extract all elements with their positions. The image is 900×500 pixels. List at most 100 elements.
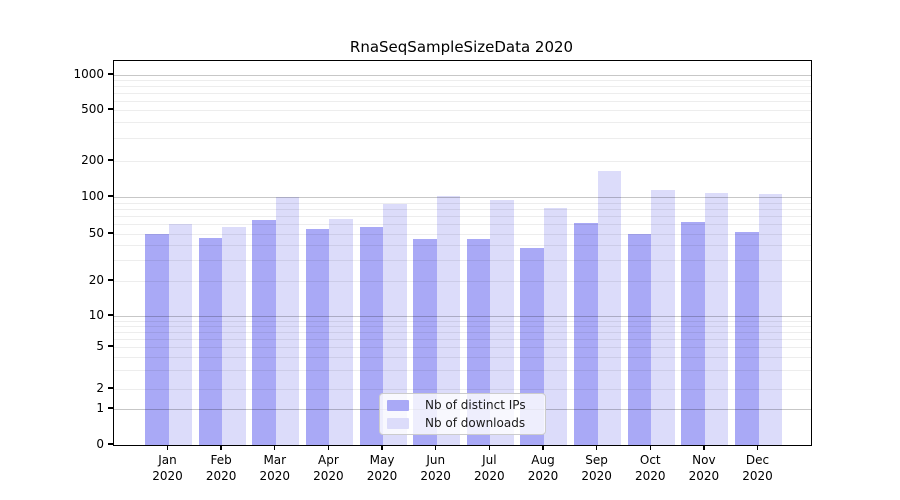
x-axis-tick-mark <box>703 445 705 450</box>
x-axis-month-name: Apr <box>318 453 339 467</box>
x-axis-year: 2020 <box>527 469 559 483</box>
x-axis-tick-mark <box>274 445 276 450</box>
y-axis-tick-label: 10 <box>88 308 104 322</box>
x-axis-month-name: Sep <box>585 453 608 467</box>
x-axis-tick-mark <box>435 445 437 450</box>
x-axis-month-label: Nov 2020 <box>674 452 734 484</box>
x-axis-month-label: Sep 2020 <box>567 452 627 484</box>
y-axis-tick-label: 20 <box>88 273 104 287</box>
y-axis-tick-mark <box>108 108 113 110</box>
legend-item-downloads: Nb of downloads <box>387 416 545 430</box>
legend-swatch-distinct-ips-icon <box>387 399 409 411</box>
x-axis-year: 2020 <box>581 469 612 483</box>
x-axis-tick-mark <box>381 445 383 450</box>
y-axis-tick-mark <box>108 387 113 389</box>
y-axis-tick-label: 200 <box>81 153 104 167</box>
y-axis-tick-mark <box>108 443 113 445</box>
x-axis-year: 2020 <box>259 469 291 483</box>
bar-downloads-sep <box>597 171 622 445</box>
x-axis-tick-mark <box>220 445 222 450</box>
x-axis-tick-mark <box>649 445 651 450</box>
x-axis-month-label: Aug 2020 <box>513 452 573 484</box>
x-axis-month-name: Jul <box>482 453 497 467</box>
minor-gridline <box>114 93 811 94</box>
bar-distinct-ips-mar <box>252 220 276 445</box>
bar-distinct-ips-feb <box>198 238 223 445</box>
x-axis-month-label: Jan 2020 <box>138 452 198 484</box>
bar-downloads-jun <box>436 196 461 445</box>
x-axis-month-name: Dec <box>745 453 770 467</box>
bar-distinct-ips-nov <box>681 221 705 445</box>
x-axis-month-name: Jun <box>426 453 446 467</box>
minor-gridline <box>114 138 811 140</box>
x-axis-year: 2020 <box>474 469 505 483</box>
x-axis-month-name: May <box>369 453 395 467</box>
bar-distinct-ips-may <box>359 227 384 445</box>
y-axis-tick-label: 1 <box>96 401 104 415</box>
x-axis-year: 2020 <box>634 469 666 483</box>
x-axis-month-name: Mar <box>263 453 287 467</box>
x-axis-month-name: Feb <box>210 453 232 467</box>
minor-gridline <box>114 80 811 82</box>
x-axis-month-name: Nov <box>692 453 716 467</box>
bar-distinct-ips-apr <box>305 228 330 445</box>
x-axis-tick-mark <box>595 445 598 450</box>
x-axis-month-name: Oct <box>639 453 661 467</box>
bar-downloads-nov <box>704 192 729 445</box>
bar-downloads-oct <box>651 189 675 445</box>
x-axis-month-name: Jan <box>158 453 177 467</box>
x-axis-month-label: Jul 2020 <box>459 452 519 484</box>
y-axis-tick-mark <box>108 232 113 234</box>
bar-downloads-dec <box>758 194 783 445</box>
minor-gridline <box>114 100 811 102</box>
x-axis-year: 2020 <box>205 469 237 483</box>
bar-downloads-mar <box>275 197 300 445</box>
bar-downloads-feb <box>222 227 246 445</box>
legend-label-downloads: Nb of downloads <box>425 416 526 430</box>
y-axis-tick-mark <box>108 314 113 316</box>
x-axis-tick-mark <box>756 445 759 450</box>
bar-distinct-ips-dec <box>735 231 759 445</box>
y-axis-tick-mark <box>108 345 113 347</box>
bar-downloads-jan <box>168 224 192 445</box>
bar-downloads-apr <box>329 219 353 445</box>
y-axis-tick-label: 500 <box>81 102 104 116</box>
x-axis-month-label: Dec 2020 <box>728 452 788 484</box>
plot-area <box>113 60 812 446</box>
y-axis-tick-label: 50 <box>88 226 104 240</box>
minor-gridline <box>114 110 811 111</box>
y-axis-tick-label: 5 <box>96 339 104 353</box>
y-axis-tick-label: 2 <box>96 381 104 395</box>
bar-downloads-aug <box>543 207 568 445</box>
x-axis-tick-mark <box>327 445 330 450</box>
x-axis-month-label: Apr 2020 <box>298 452 358 484</box>
chart-title: RnaSeqSampleSizeData 2020 <box>349 38 574 56</box>
x-axis-month-label: May 2020 <box>352 452 412 484</box>
x-axis-month-name: Aug <box>531 453 555 467</box>
x-axis-year: 2020 <box>688 469 720 483</box>
y-axis-tick-mark <box>108 407 113 409</box>
legend-item-distinct-ips: Nb of distinct IPs <box>387 398 545 412</box>
x-axis-month-label: Mar 2020 <box>245 452 305 484</box>
legend-swatch-downloads-icon <box>387 417 409 429</box>
major-gridline <box>114 75 811 76</box>
x-axis-year: 2020 <box>742 469 773 483</box>
bar-distinct-ips-oct <box>627 234 652 445</box>
minor-gridline <box>114 161 811 162</box>
minor-gridline <box>114 122 811 124</box>
y-axis-tick-mark <box>108 73 113 75</box>
x-axis-tick-mark <box>488 445 491 450</box>
y-axis-tick-label: 0 <box>96 437 104 451</box>
bar-downloads-may <box>383 203 407 445</box>
x-axis-month-label: Feb 2020 <box>191 452 251 484</box>
x-axis-year: 2020 <box>366 469 398 483</box>
bar-distinct-ips-jan <box>145 234 169 445</box>
x-axis-month-label: Jun 2020 <box>406 452 466 484</box>
bar-distinct-ips-sep <box>574 222 598 445</box>
legend: Nb of distinct IPs Nb of downloads <box>379 393 546 435</box>
y-axis-tick-label: 1000 <box>73 67 104 81</box>
minor-gridline <box>114 86 811 88</box>
legend-label-distinct-ips: Nb of distinct IPs <box>425 398 526 412</box>
x-axis-month-label: Oct 2020 <box>620 452 680 484</box>
y-axis-tick-label: 100 <box>81 189 104 203</box>
